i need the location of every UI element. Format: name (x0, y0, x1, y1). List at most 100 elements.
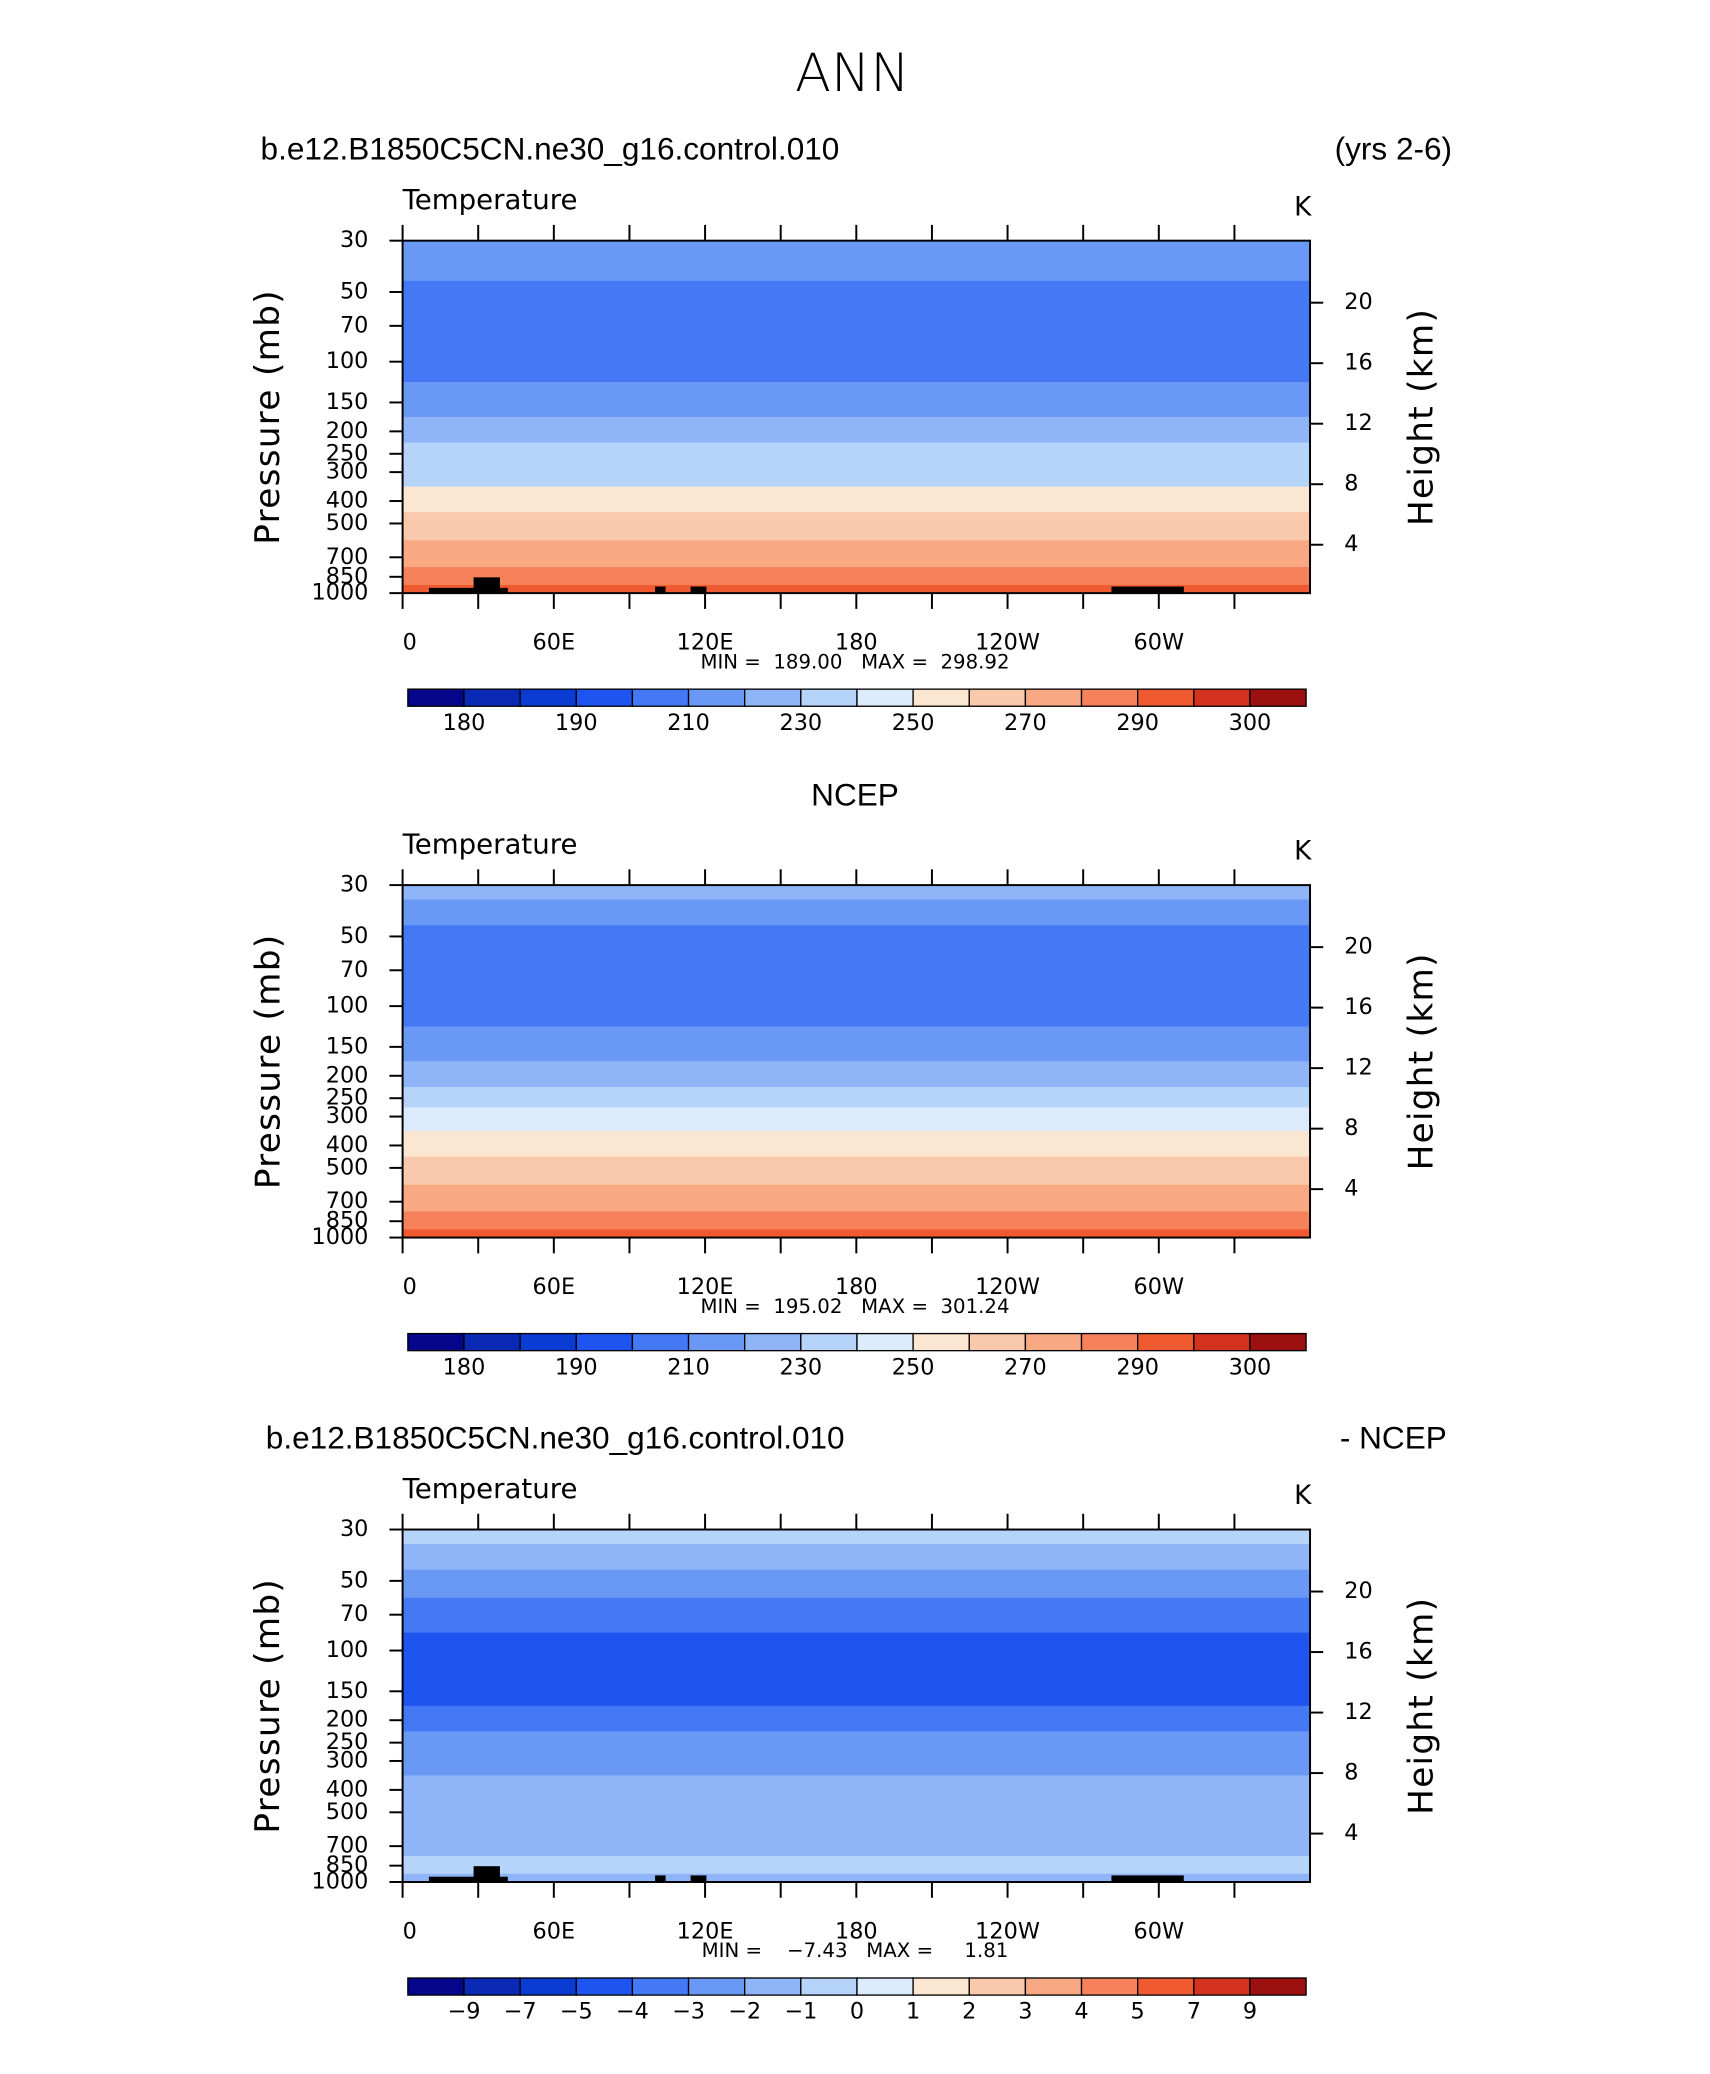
y2-tick-label: 8 (1344, 1760, 1358, 1786)
colorbar-box (519, 688, 577, 707)
colorbar-label: 190 (555, 1354, 598, 1380)
colorbar-box (407, 688, 465, 707)
contour-band (402, 1801, 1311, 1831)
colorbar-label: 5 (1131, 1999, 1145, 2025)
colorbar-box (1193, 688, 1251, 707)
colorbar-box (856, 1332, 914, 1352)
y-tick-label: 30 (340, 227, 368, 253)
contour-band (402, 1026, 1311, 1063)
colorbar-label: 4 (1074, 1999, 1088, 2025)
y-tick-label: 200 (326, 418, 369, 444)
panel-title-right: (yrs 2-6) (1335, 131, 1452, 167)
x-tick-label: 120E (677, 630, 734, 656)
colorbar-box (631, 1332, 690, 1352)
colorbar-box (744, 688, 802, 707)
variable-label: Temperature (402, 828, 578, 861)
colorbar-box (912, 688, 970, 707)
colorbar-box (687, 688, 746, 707)
colorbar-label: 210 (667, 710, 710, 736)
y-tick-label: 500 (326, 510, 369, 536)
y-tick-label: 50 (340, 279, 368, 305)
colorbar-box (1249, 1977, 1307, 1996)
y-tick-label: 70 (340, 957, 368, 983)
y-tick-label: 100 (326, 993, 369, 1019)
y-tick-label: 300 (326, 459, 369, 485)
colorbar-box (968, 1332, 1027, 1352)
panel-title-left: b.e12.B1850C5CN.ne30_g16.control.010 (261, 131, 840, 167)
y2-tick-label: 12 (1344, 1055, 1372, 1081)
y-axis-label: Pressure (mb) (248, 1578, 288, 1834)
x-tick-label: 180 (835, 630, 878, 656)
contour-band (402, 988, 1311, 1028)
contour-band (402, 885, 1311, 901)
colorbar-box (407, 1977, 465, 1996)
colorbar-box (631, 1977, 690, 1996)
x-tick-label: 60W (1134, 1918, 1185, 1944)
y2-tick-label: 8 (1344, 1115, 1358, 1141)
colorbar-label: 2 (962, 1999, 976, 2025)
x-tick-label: 180 (835, 1918, 878, 1944)
colorbar-label: 180 (443, 710, 486, 736)
colorbar-box (1249, 688, 1307, 707)
colorbar-box (1249, 1332, 1307, 1352)
colorbar-label: −7 (504, 1999, 537, 2025)
colorbar-label: 0 (850, 1999, 864, 2025)
colorbar-box (800, 1332, 858, 1352)
y-tick-label: 500 (326, 1799, 369, 1825)
terrain-mask (428, 1876, 508, 1882)
min-max-label: MIN = 189.00 MAX = 298.92 (700, 650, 1009, 673)
colorbar-box (968, 1977, 1027, 1996)
terrain-mask (1111, 586, 1184, 594)
colorbar-box (1024, 688, 1083, 707)
contour-band (402, 416, 1311, 444)
y-tick-label: 70 (340, 312, 368, 338)
colorbar-label: 290 (1116, 710, 1159, 736)
colorbar-box (1080, 1977, 1139, 1996)
panel-title-left: b.e12.B1850C5CN.ne30_g16.control.010 (266, 1419, 845, 1455)
contour-band (402, 1131, 1311, 1158)
y-tick-label: 500 (326, 1154, 369, 1180)
y-tick-label: 850 (326, 1208, 369, 1234)
y-tick-label: 150 (326, 1033, 369, 1059)
y-tick-label: 300 (326, 1747, 369, 1773)
colorbar-box (856, 688, 914, 707)
colorbar-label: 190 (555, 710, 598, 736)
contour-band (402, 1632, 1311, 1672)
colorbar-label: 290 (1116, 1354, 1159, 1380)
figure-title: ANN (795, 43, 910, 104)
y-tick-label: 200 (326, 1707, 369, 1733)
contour-band (402, 899, 1311, 927)
contour-band (402, 1829, 1311, 1857)
x-tick-label: 0 (403, 1274, 417, 1300)
contour-band (402, 1087, 1311, 1109)
colorbar-box (912, 1332, 970, 1352)
contour-band (402, 925, 1311, 955)
y2-tick-label: 20 (1344, 289, 1372, 315)
colorbar-label: −9 (448, 1999, 481, 2025)
colorbar-box (744, 1977, 802, 1996)
contour-band (402, 512, 1311, 542)
y2-tick-label: 16 (1344, 994, 1372, 1020)
colorbar-label: 250 (892, 710, 935, 736)
colorbar-box (631, 688, 690, 707)
contour-band (402, 1775, 1311, 1802)
y-tick-label: 150 (326, 389, 369, 415)
colorbar-box (519, 1332, 577, 1352)
contour-band (402, 1569, 1311, 1599)
x-tick-label: 120W (975, 1918, 1040, 1944)
y-tick-label: 1000 (312, 1868, 369, 1894)
variable-label: Temperature (402, 1472, 578, 1505)
contour-band (402, 1731, 1311, 1753)
panel-title-right: - NCEP (1340, 1419, 1447, 1455)
y-tick-label: 30 (340, 872, 368, 898)
colorbar-box (856, 1977, 914, 1996)
colorbar-label: 7 (1187, 1999, 1201, 2025)
y-tick-label: 700 (326, 544, 369, 570)
colorbar-label: 180 (443, 1354, 486, 1380)
x-tick-label: 0 (403, 630, 417, 656)
contour-band (402, 1543, 1311, 1571)
contour-band (402, 280, 1311, 310)
y2-tick-label: 4 (1344, 531, 1358, 557)
min-max-label: MIN = 195.02 MAX = 301.24 (700, 1295, 1009, 1318)
x-tick-label: 60W (1134, 1274, 1185, 1300)
